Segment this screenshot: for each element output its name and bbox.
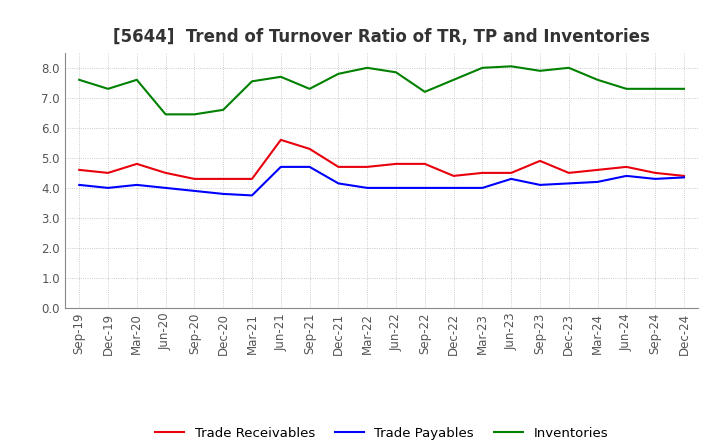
Trade Receivables bbox=[334, 164, 343, 169]
Trade Payables bbox=[132, 182, 141, 187]
Trade Payables bbox=[363, 185, 372, 191]
Trade Payables bbox=[334, 181, 343, 186]
Inventories bbox=[334, 71, 343, 77]
Inventories bbox=[449, 77, 458, 82]
Inventories bbox=[190, 112, 199, 117]
Inventories bbox=[104, 86, 112, 92]
Inventories bbox=[363, 65, 372, 70]
Trade Payables bbox=[420, 185, 429, 191]
Trade Payables bbox=[190, 188, 199, 194]
Trade Receivables bbox=[449, 173, 458, 179]
Line: Trade Receivables: Trade Receivables bbox=[79, 140, 684, 179]
Trade Receivables bbox=[651, 170, 660, 176]
Trade Receivables bbox=[363, 164, 372, 169]
Trade Payables bbox=[75, 182, 84, 187]
Title: [5644]  Trend of Turnover Ratio of TR, TP and Inventories: [5644] Trend of Turnover Ratio of TR, TP… bbox=[113, 28, 650, 46]
Inventories bbox=[305, 86, 314, 92]
Trade Receivables bbox=[248, 176, 256, 182]
Inventories bbox=[219, 107, 228, 113]
Trade Payables bbox=[305, 164, 314, 169]
Trade Payables bbox=[104, 185, 112, 191]
Trade Receivables bbox=[507, 170, 516, 176]
Trade Payables bbox=[536, 182, 544, 187]
Trade Receivables bbox=[305, 146, 314, 151]
Inventories bbox=[622, 86, 631, 92]
Inventories bbox=[680, 86, 688, 92]
Trade Payables bbox=[248, 193, 256, 198]
Trade Receivables bbox=[478, 170, 487, 176]
Inventories bbox=[276, 74, 285, 80]
Inventories bbox=[593, 77, 602, 82]
Trade Payables bbox=[680, 175, 688, 180]
Trade Payables bbox=[651, 176, 660, 182]
Trade Receivables bbox=[593, 167, 602, 172]
Trade Receivables bbox=[622, 164, 631, 169]
Trade Payables bbox=[593, 179, 602, 184]
Inventories bbox=[536, 68, 544, 73]
Inventories bbox=[507, 64, 516, 69]
Trade Receivables bbox=[536, 158, 544, 164]
Inventories bbox=[392, 70, 400, 75]
Legend: Trade Receivables, Trade Payables, Inventories: Trade Receivables, Trade Payables, Inven… bbox=[150, 422, 613, 440]
Trade Payables bbox=[161, 185, 170, 191]
Trade Receivables bbox=[392, 161, 400, 166]
Inventories bbox=[75, 77, 84, 82]
Trade Payables bbox=[507, 176, 516, 182]
Trade Payables bbox=[392, 185, 400, 191]
Inventories bbox=[420, 89, 429, 95]
Trade Payables bbox=[564, 181, 573, 186]
Trade Receivables bbox=[219, 176, 228, 182]
Inventories bbox=[248, 79, 256, 84]
Trade Payables bbox=[478, 185, 487, 191]
Trade Receivables bbox=[132, 161, 141, 166]
Inventories bbox=[161, 112, 170, 117]
Inventories bbox=[564, 65, 573, 70]
Trade Payables bbox=[276, 164, 285, 169]
Line: Inventories: Inventories bbox=[79, 66, 684, 114]
Trade Receivables bbox=[420, 161, 429, 166]
Trade Receivables bbox=[680, 173, 688, 179]
Line: Trade Payables: Trade Payables bbox=[79, 167, 684, 195]
Trade Payables bbox=[219, 191, 228, 197]
Trade Receivables bbox=[276, 137, 285, 143]
Inventories bbox=[478, 65, 487, 70]
Trade Receivables bbox=[161, 170, 170, 176]
Trade Receivables bbox=[190, 176, 199, 182]
Trade Receivables bbox=[75, 167, 84, 172]
Trade Payables bbox=[449, 185, 458, 191]
Inventories bbox=[132, 77, 141, 82]
Trade Payables bbox=[622, 173, 631, 179]
Trade Receivables bbox=[104, 170, 112, 176]
Inventories bbox=[651, 86, 660, 92]
Trade Receivables bbox=[564, 170, 573, 176]
